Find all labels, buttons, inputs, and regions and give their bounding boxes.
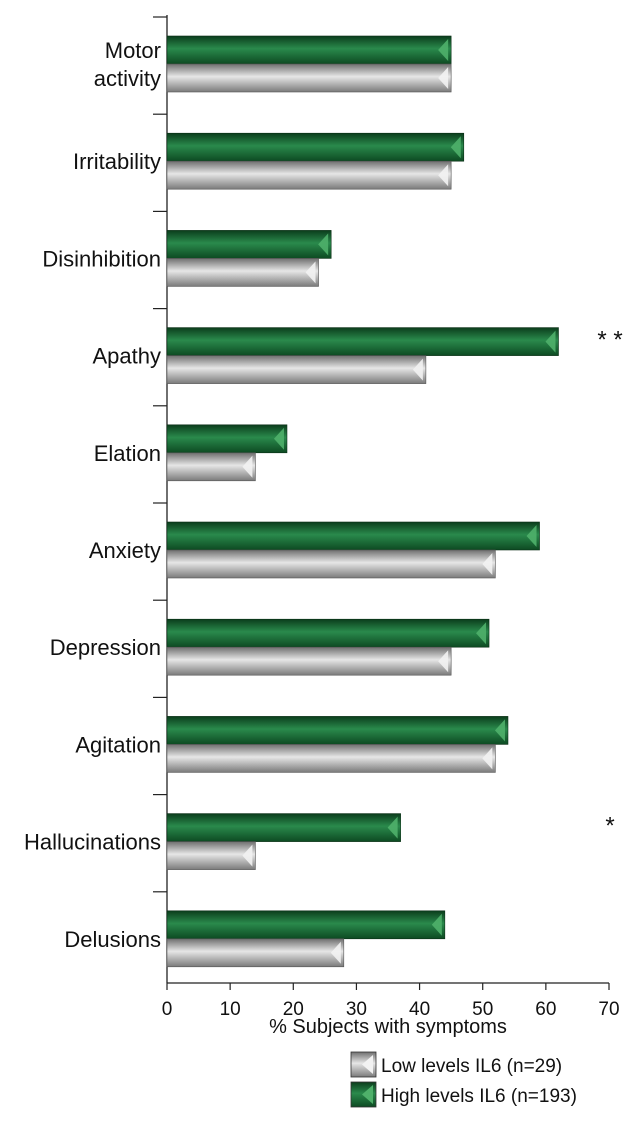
bar-body [166,355,427,384]
bar-low-disinhibition [166,258,319,287]
bar-bevel [305,261,316,284]
bar-low-agitation [166,744,496,773]
bar-high-apathy [166,327,559,356]
bar-bevel [438,67,449,89]
bar-body [166,938,345,968]
bar-low-hallucinations [166,841,256,870]
legend-label: High levels IL6 (n=193) [381,1086,577,1107]
x-tick-label: 30 [346,999,367,1020]
bar-bevel [476,622,487,645]
bar-bevel [242,844,253,867]
x-tick-label: 70 [598,999,619,1020]
bar-low-irritability [166,160,452,190]
bar-body [166,841,256,870]
bar-high-elation [166,424,288,454]
bar-bevel [482,747,493,770]
category-label: Agitation [75,732,161,757]
category-label: Delusions [64,927,161,952]
bar-body [166,160,452,190]
bar-bevel [431,913,442,936]
bar-bevel [482,553,493,575]
bar-high-motor-activity [166,35,452,65]
x-tick-label: 10 [220,999,241,1020]
x-axis-title: % Subjects with symptoms [269,1016,507,1038]
bar-body [166,424,288,454]
bar-bevel [438,39,449,61]
bar-low-motor-activity [166,63,452,93]
bar-body [166,549,496,579]
bar-bevel [438,650,449,673]
bar-bevel [330,941,341,964]
bar-bevel [545,330,556,353]
bar-bevel [494,719,505,742]
bar-bevel [318,233,329,256]
bar-body [166,521,540,551]
bar-high-agitation [166,716,509,745]
category-label: activity [94,66,161,91]
category-label: Elation [94,441,161,466]
category-label: Anxiety [89,538,161,563]
legend-swatch-bevel [362,1085,373,1104]
bar-high-delusions [166,910,446,940]
bar-body [166,716,509,745]
bar-high-depression [166,618,490,648]
bar-bevel [450,136,461,159]
bar-bevel [526,525,537,547]
x-ticks: 0 10 20 30 40 50 60 70 [162,983,620,1020]
x-tick-label: 50 [472,999,493,1020]
bar-bevel [412,358,423,381]
bar-body [166,618,490,648]
bar-bevel [273,427,284,450]
category-label: Disinhibition [42,246,161,271]
category-label: Depression [50,635,161,660]
legend-item: High levels IL6 (n=193) [350,1081,577,1108]
category-labels: Motor activity Irritability Disinhibition Ap… [24,38,161,952]
bar-body [166,258,319,287]
bar-body [166,63,452,93]
bar-body [166,744,496,773]
bar-body [166,813,401,842]
legend-item: Low levels IL6 (n=29) [350,1051,562,1078]
bar-low-apathy [166,355,427,384]
bar-high-irritability [166,132,465,162]
bar-body [166,646,452,676]
legend: Low levels IL6 (n=29) High levels IL6 (n=… [350,1051,577,1108]
significance-marker: * [605,813,614,840]
bar-low-elation [166,452,256,482]
bar-body [166,910,446,940]
category-label: Apathy [93,344,162,369]
bar-bevel [438,164,449,187]
bar-body [166,35,452,65]
bar-high-disinhibition [166,230,332,259]
significance-markers: * * * [597,327,622,840]
legend-swatch-bevel [362,1055,373,1074]
bars [166,35,559,968]
bar-low-delusions [166,938,345,968]
bar-body [166,452,256,482]
category-label: Hallucinations [24,830,161,855]
category-label: Irritability [73,149,161,174]
bar-bevel [387,816,398,839]
legend-label: Low levels IL6 (n=29) [381,1056,562,1077]
bar-bevel [242,455,253,478]
bar-body [166,327,559,356]
bar-body [166,230,332,259]
x-tick-label: 0 [162,999,173,1020]
bar-high-anxiety [166,521,540,551]
significance-marker: * * [597,327,622,354]
bar-low-anxiety [166,549,496,579]
bar-low-depression [166,646,452,676]
category-label: Motor [105,38,161,63]
x-tick-label: 40 [409,999,430,1020]
bar-high-hallucinations [166,813,401,842]
bar-body [166,132,465,162]
x-tick-label: 20 [283,999,304,1020]
x-tick-label: 60 [535,999,556,1020]
